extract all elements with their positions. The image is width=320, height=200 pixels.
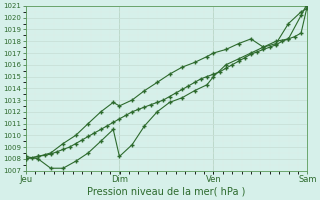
X-axis label: Pression niveau de la mer( hPa ): Pression niveau de la mer( hPa ) [87, 187, 246, 197]
